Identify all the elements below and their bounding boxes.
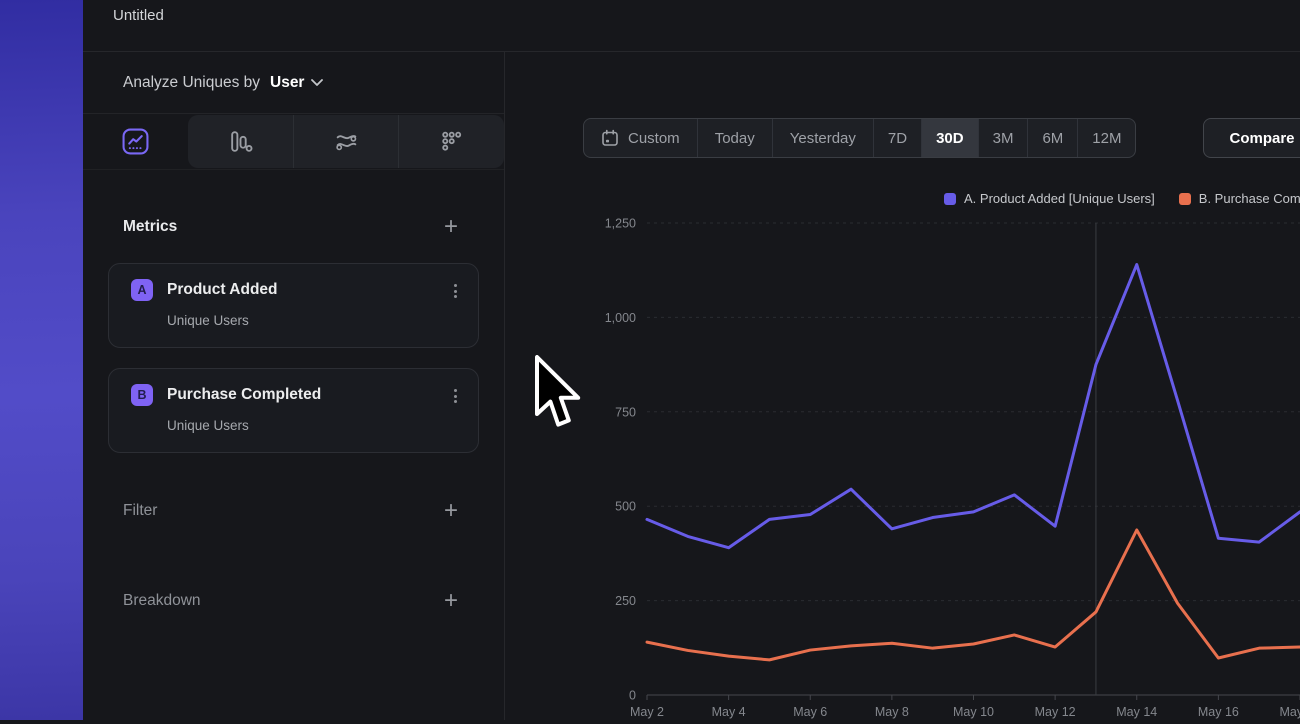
legend-swatch-a — [944, 193, 956, 205]
chart-type-tabs — [83, 114, 504, 170]
range-30d[interactable]: 30D — [921, 119, 978, 157]
y-tick-label: 250 — [615, 594, 636, 608]
range-6m[interactable]: 6M — [1027, 119, 1077, 157]
range-7d[interactable]: 7D — [873, 119, 921, 157]
chart-type-tab-group — [188, 115, 504, 168]
tab-bar-chart[interactable] — [188, 115, 293, 168]
decorative-gradient-strip — [0, 0, 83, 720]
y-tick-label: 750 — [615, 405, 636, 419]
x-tick-label: May 16 — [1198, 705, 1239, 719]
metric-a-subtitle[interactable]: Unique Users — [167, 313, 249, 328]
x-tick-label: May 12 — [1035, 705, 1076, 719]
x-tick-label: May 2 — [630, 705, 664, 719]
chevron-down-icon — [311, 79, 323, 86]
tab-flows[interactable] — [293, 115, 399, 168]
analyze-row: Analyze Uniques by User — [83, 52, 504, 114]
x-tick-label: May 10 — [953, 705, 994, 719]
metric-b-subtitle[interactable]: Unique Users — [167, 418, 249, 433]
breakdown-section-header: Breakdown + — [83, 584, 504, 618]
range-today[interactable]: Today — [697, 119, 772, 157]
chart-legend: A. Product Added [Unique Users] B. Purch… — [944, 191, 1300, 206]
add-metric-button[interactable]: + — [444, 217, 458, 237]
chart-panel: Custom Today Yesterday 7D 30D 3M 6M 12M … — [506, 52, 1300, 720]
bar-chart-icon — [228, 129, 253, 154]
x-tick-label: May 6 — [793, 705, 827, 719]
metric-card-a[interactable]: A Product Added Unique Users — [108, 263, 479, 348]
line-chart: 0 250 500 750 1,000 1,250 May 2 May 4 May 6 May 8… — [585, 212, 1300, 724]
x-tick-label: May 4 — [712, 705, 746, 719]
analyze-entity-dropdown[interactable]: User — [270, 74, 323, 92]
metric-a-name: Product Added — [167, 281, 278, 299]
y-tick-label: 1,250 — [605, 217, 636, 231]
legend-label-a: A. Product Added [Unique Users] — [964, 191, 1155, 206]
metric-card-b[interactable]: B Purchase Completed Unique Users — [108, 368, 479, 453]
metric-b-menu-button[interactable] — [442, 383, 468, 409]
add-breakdown-button[interactable]: + — [444, 591, 458, 611]
breakdown-title: Breakdown — [123, 592, 201, 610]
calendar-icon — [601, 129, 619, 147]
series-line-b — [647, 530, 1300, 660]
metric-a-badge: A — [131, 279, 153, 301]
y-tick-label: 0 — [629, 689, 636, 703]
metric-b-badge: B — [131, 384, 153, 406]
tab-dot-grid[interactable] — [398, 115, 504, 168]
add-filter-button[interactable]: + — [444, 501, 458, 521]
analyze-entity-value: User — [270, 74, 304, 92]
metrics-title: Metrics — [123, 218, 177, 236]
x-tick-label: May 8 — [875, 705, 909, 719]
dot-grid-icon — [439, 129, 464, 154]
flows-icon — [334, 129, 359, 154]
line-chart-icon — [122, 128, 149, 155]
range-custom-label: Custom — [628, 130, 680, 147]
y-tick-label: 500 — [615, 500, 636, 514]
range-yesterday[interactable]: Yesterday — [772, 119, 873, 157]
top-bar: Untitled — [83, 0, 1300, 52]
query-sidebar: Analyze Uniques by User — [83, 52, 505, 720]
metric-b-name: Purchase Completed — [167, 386, 321, 404]
range-3m[interactable]: 3M — [978, 119, 1028, 157]
tab-insights-line[interactable] — [83, 114, 188, 169]
legend-item-a[interactable]: A. Product Added [Unique Users] — [944, 191, 1155, 206]
y-tick-label: 1,000 — [605, 311, 636, 325]
metric-card-b-header: B Purchase Completed — [131, 381, 321, 409]
x-tick-label: May 18 — [1280, 705, 1300, 719]
metric-card-a-header: A Product Added — [131, 276, 278, 304]
filter-section-header: Filter + — [83, 494, 504, 528]
legend-label-b: B. Purchase Completed [Unique Users] — [1199, 191, 1300, 206]
metrics-section-header: Metrics + — [83, 210, 504, 244]
report-title[interactable]: Untitled — [113, 4, 164, 28]
filter-title: Filter — [123, 502, 157, 520]
range-custom[interactable]: Custom — [584, 119, 697, 157]
analyze-label: Analyze Uniques by — [123, 74, 260, 92]
range-12m[interactable]: 12M — [1077, 119, 1135, 157]
legend-swatch-b — [1179, 193, 1191, 205]
compare-button[interactable]: Compare — [1203, 118, 1300, 158]
date-range-selector: Custom Today Yesterday 7D 30D 3M 6M 12M — [583, 118, 1136, 158]
x-tick-label: May 14 — [1116, 705, 1157, 719]
series-line-a — [647, 265, 1300, 548]
metric-a-menu-button[interactable] — [442, 278, 468, 304]
legend-item-b[interactable]: B. Purchase Completed [Unique Users] — [1179, 191, 1300, 206]
